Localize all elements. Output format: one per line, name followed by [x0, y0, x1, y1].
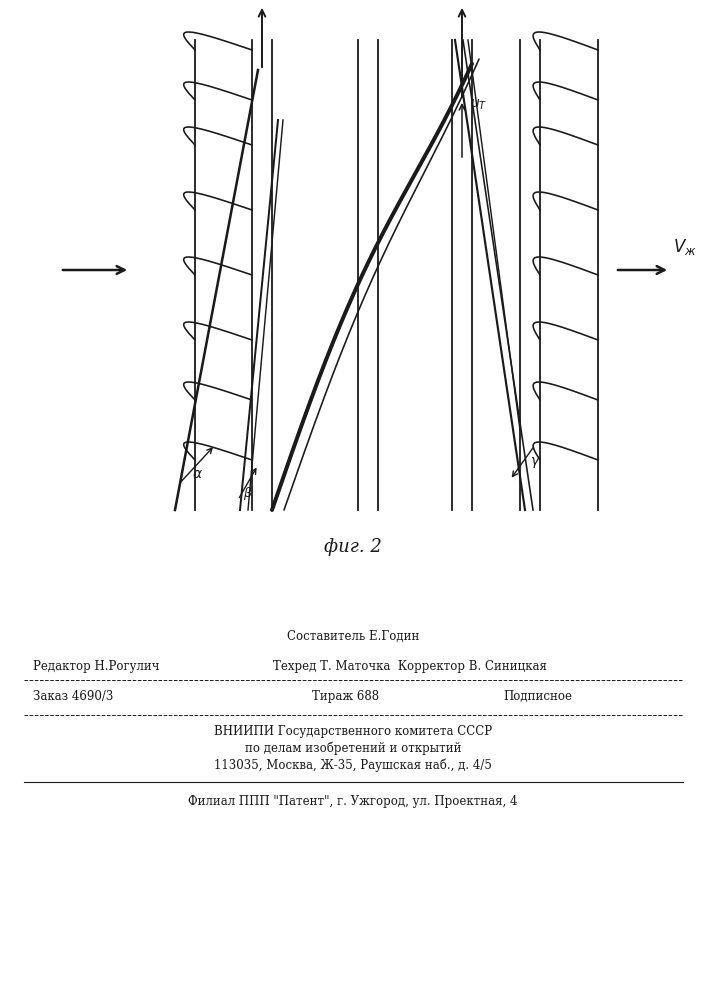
Text: Редактор Н.Рогулич: Редактор Н.Рогулич	[33, 660, 160, 673]
Text: 10: 10	[211, 0, 233, 2]
Text: Тираж 688: Тираж 688	[312, 690, 379, 703]
Text: по делам изобретений и открытий: по делам изобретений и открытий	[245, 742, 461, 755]
Text: фиг. 2: фиг. 2	[324, 538, 382, 556]
Text: 11: 11	[404, 0, 426, 2]
Text: $\alpha$: $\alpha$	[192, 467, 203, 481]
Text: $u_T$: $u_T$	[470, 98, 487, 112]
Text: Составитель Е.Годин: Составитель Е.Годин	[287, 630, 419, 643]
Text: $V_ж$: $V_ж$	[673, 237, 696, 257]
Text: 10: 10	[559, 0, 581, 2]
Text: Техред Т. Маточка  Корректор В. Синицкая: Техред Т. Маточка Корректор В. Синицкая	[274, 660, 547, 673]
Text: 113035, Москва, Ж-35, Раушская наб., д. 4/5: 113035, Москва, Ж-35, Раушская наб., д. …	[214, 758, 492, 772]
Text: Филиал ППП "Патент", г. Ужгород, ул. Проектная, 4: Филиал ППП "Патент", г. Ужгород, ул. Про…	[188, 795, 518, 808]
Text: Заказ 4690/3: Заказ 4690/3	[33, 690, 114, 703]
Text: $\beta$: $\beta$	[243, 485, 252, 502]
Text: Подписное: Подписное	[504, 690, 573, 703]
Text: ВНИИПИ Государственного комитета СССР: ВНИИПИ Государственного комитета СССР	[214, 725, 492, 738]
Text: $\gamma$: $\gamma$	[530, 455, 541, 470]
